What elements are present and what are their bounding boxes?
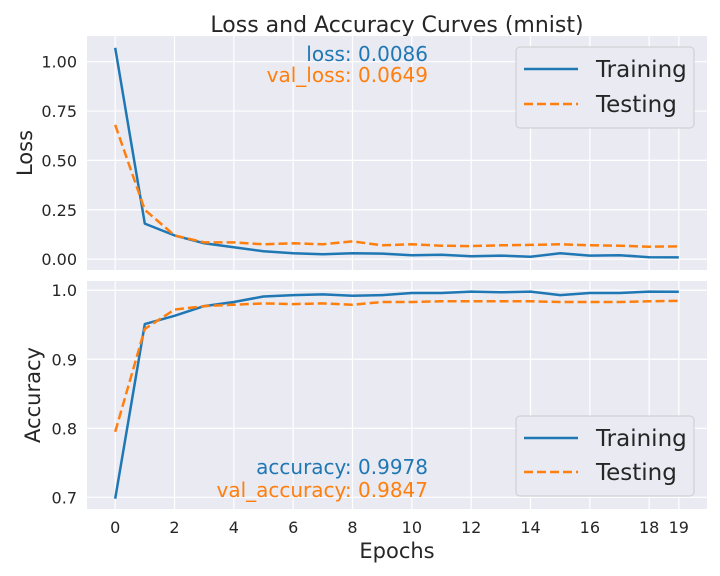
x-tick-label: 12 — [461, 518, 481, 537]
val-loss-annotation: val_loss: 0.0649 — [267, 63, 428, 87]
x-tick-label: 6 — [288, 518, 298, 537]
accuracy-lines — [113, 290, 679, 499]
accuracy-panel: 0 2 4 6 8 10 12 14 16 18 19 0.7 0.8 0.9 1.0 Accuracy a… — [21, 281, 707, 537]
x-tick-label: 2 — [169, 518, 179, 537]
accuracy-y-tick-label: 0.8 — [52, 419, 77, 438]
loss-y-tick-label: 0.50 — [41, 151, 77, 170]
chart-title: Loss and Accuracy Curves (mnist) — [210, 13, 583, 38]
loss-testing-line — [114, 124, 679, 248]
val-accuracy-annotation: val_accuracy: 0.9847 — [216, 478, 428, 502]
loss-legend-testing-label: Testing — [595, 92, 677, 118]
loss-y-tick-label: 0.75 — [41, 102, 77, 121]
x-tick-label: 4 — [229, 518, 239, 537]
x-tick-label: 16 — [580, 518, 600, 537]
accuracy-y-tick-label: 1.0 — [52, 281, 77, 300]
accuracy-legend: Training Testing — [515, 415, 695, 497]
x-tick-label: 10 — [402, 518, 422, 537]
loss-ticks: 0.00 0.25 0.50 0.75 1.00 — [41, 53, 77, 269]
loss-y-tick-label: 0.00 — [41, 250, 77, 269]
loss-legend-box — [515, 46, 695, 129]
loss-lines — [113, 47, 679, 259]
x-tick-label: 0 — [110, 518, 120, 537]
accuracy-y-tick-label: 0.7 — [52, 488, 77, 507]
loss-annotation: loss: 0.0086 — [306, 42, 428, 66]
loss-legend-training-label: Training — [595, 57, 687, 83]
loss-panel: 0.00 0.25 0.50 0.75 1.00 Loss loss: 0.0086 v… — [13, 36, 707, 270]
loss-legend: Training Testing — [515, 46, 695, 129]
accuracy-legend-testing-label: Testing — [595, 460, 677, 486]
accuracy-legend-training-label: Training — [595, 426, 687, 452]
loss-training-line — [113, 47, 679, 259]
accuracy-legend-box — [515, 415, 695, 497]
loss-y-tick-label: 0.25 — [41, 201, 77, 220]
x-tick-label: 14 — [520, 518, 540, 537]
accuracy-annotation: accuracy: 0.9978 — [256, 455, 428, 479]
accuracy-ticks: 0 2 4 6 8 10 12 14 16 18 19 0.7 0.8 0.9 1.0 — [52, 281, 689, 537]
accuracy-y-tick-label: 0.9 — [52, 350, 77, 369]
x-tick-label: 18 — [639, 518, 659, 537]
loss-y-tick-label: 1.00 — [41, 53, 77, 72]
x-axis-label: Epochs — [359, 539, 434, 563]
loss-ylabel: Loss — [13, 130, 37, 176]
accuracy-testing-line — [113, 299, 679, 433]
accuracy-ylabel: Accuracy — [21, 347, 45, 443]
x-tick-label: 8 — [347, 518, 357, 537]
x-tick-label: 19 — [669, 518, 689, 537]
